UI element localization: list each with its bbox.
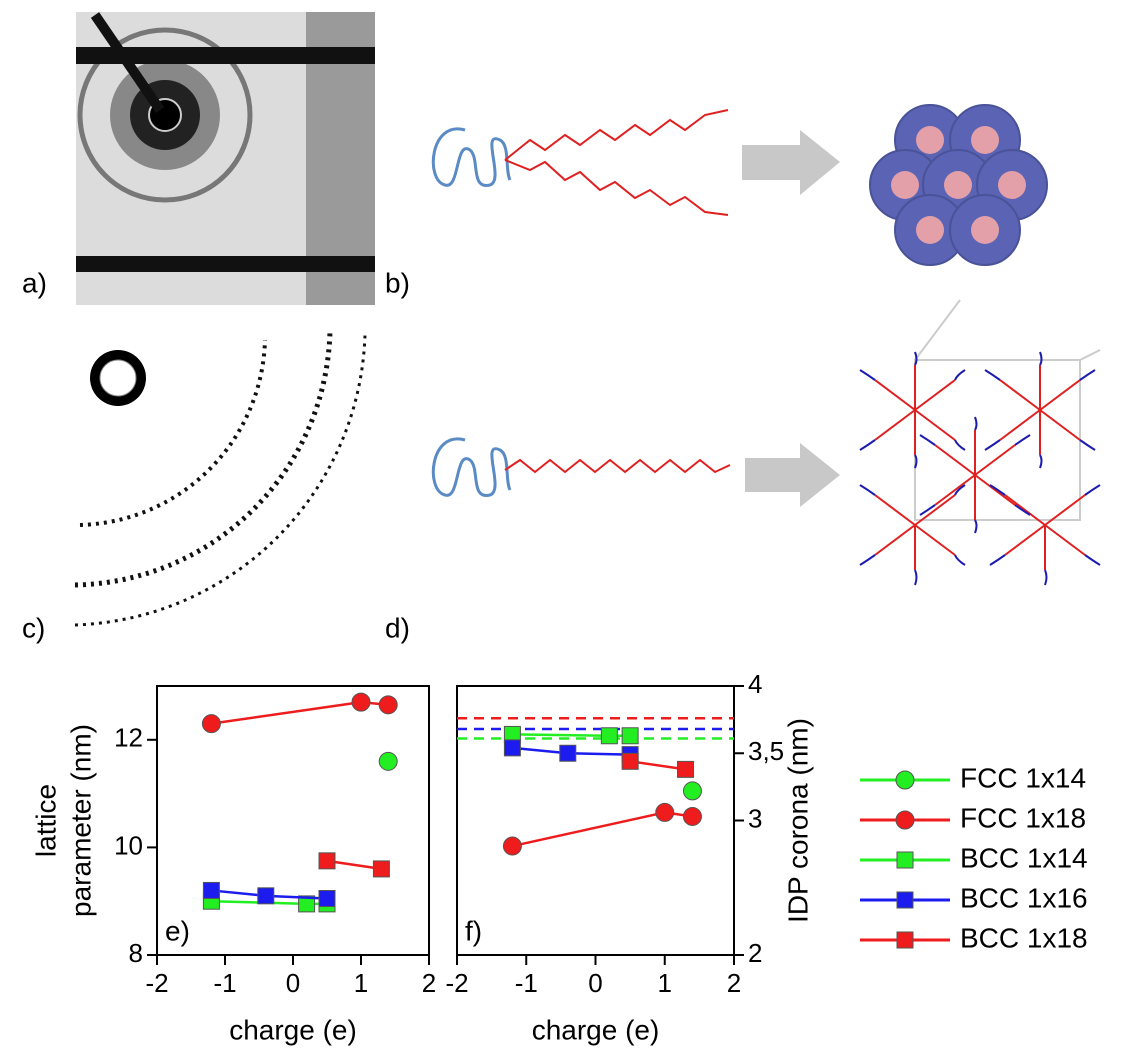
point [202, 881, 220, 899]
point [298, 895, 316, 913]
legend-marker [895, 810, 915, 830]
point [682, 781, 702, 801]
point [318, 852, 336, 870]
x-tick-label: 0 [588, 968, 602, 998]
panel-label: c) [22, 612, 45, 643]
x-tick-label: -1 [213, 968, 236, 998]
y2-tick-label: 3,5 [748, 736, 784, 766]
point [559, 744, 577, 762]
point [502, 836, 522, 856]
point [621, 752, 639, 770]
point [257, 887, 275, 905]
legend-marker [895, 770, 915, 790]
x-tick-label: 2 [727, 968, 741, 998]
legend-label: BCC 1x16 [960, 882, 1088, 913]
panel-a-image [76, 12, 375, 305]
legend-label: FCC 1x14 [960, 762, 1086, 793]
point [600, 727, 618, 745]
panel-label: b) [385, 267, 410, 298]
y-tick-label: 8 [129, 938, 143, 968]
legend-label: BCC 1x18 [960, 922, 1088, 953]
y-tick-label: 10 [114, 830, 143, 860]
point [682, 806, 702, 826]
x-axis-title: charge (e) [532, 1014, 660, 1045]
point [378, 751, 398, 771]
x-tick-label: 1 [354, 968, 368, 998]
y-axis-title: lattice [30, 784, 61, 857]
point [621, 727, 639, 745]
point [351, 692, 371, 712]
x-tick-label: 1 [658, 968, 672, 998]
point [201, 714, 221, 734]
x-tick-label: 2 [422, 968, 436, 998]
panel-d-illustration [431, 299, 1101, 586]
x-tick-label: -1 [515, 968, 538, 998]
y2-axis-title: IDP corona (nm) [782, 718, 813, 923]
panel-b-illustration [431, 104, 1048, 266]
y2-tick-label: 2 [748, 938, 762, 968]
y2-tick-label: 3 [748, 803, 762, 833]
legend-marker [896, 891, 914, 909]
panel-label: e) [165, 915, 190, 946]
panel-label: d) [385, 612, 410, 643]
point [372, 860, 390, 878]
x-tick-label: -2 [445, 968, 468, 998]
point [503, 739, 521, 757]
point [318, 890, 336, 908]
point [378, 695, 398, 715]
point [677, 760, 695, 778]
x-axis-title: charge (e) [229, 1014, 357, 1045]
series-line [326, 859, 382, 871]
y-axis-title: parameter (nm) [65, 724, 96, 917]
point [655, 802, 675, 822]
panel-label: f) [465, 915, 482, 946]
y2-tick-label: 4 [748, 669, 762, 699]
y-tick-label: 12 [114, 723, 143, 753]
panel-label: a) [22, 267, 47, 298]
legend-marker [896, 851, 914, 869]
x-tick-label: -2 [145, 968, 168, 998]
x-tick-label: 0 [286, 968, 300, 998]
legend-marker [896, 931, 914, 949]
plot-frame [156, 685, 430, 956]
panel-c-image [74, 329, 367, 627]
legend-label: BCC 1x14 [960, 842, 1088, 873]
series-line [629, 760, 686, 771]
legend-label: FCC 1x18 [960, 802, 1086, 833]
